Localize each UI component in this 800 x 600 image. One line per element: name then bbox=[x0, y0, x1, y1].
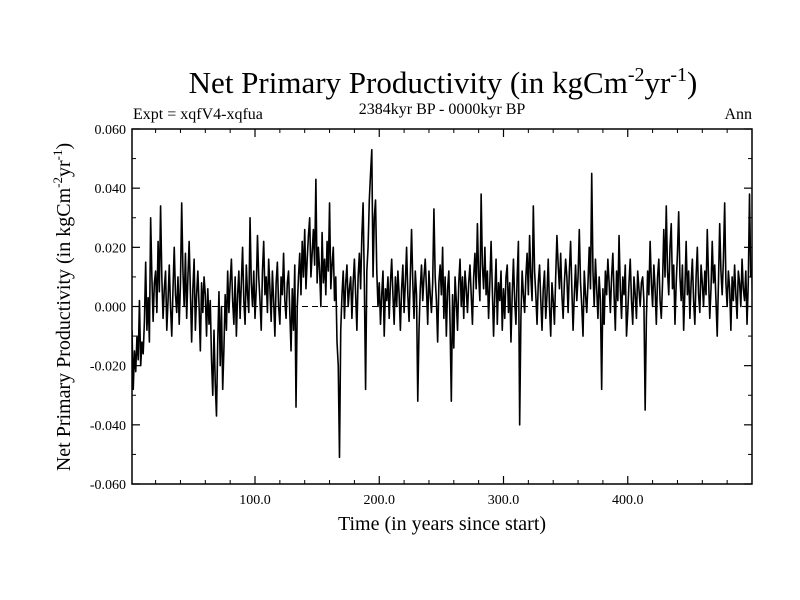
subtitle-season: Ann bbox=[724, 106, 752, 123]
x-axis-ticks: 100.0 200.0 300.0 400.0 bbox=[155, 129, 728, 508]
npp-series-line bbox=[132, 148, 752, 459]
x-tick-label: 300.0 bbox=[488, 493, 520, 508]
y-tick-label: 0.060 bbox=[95, 123, 127, 138]
y-axis-label-main: Net Primary Productivity (in kgCm bbox=[53, 187, 75, 471]
y-tick-label: -0.060 bbox=[90, 478, 126, 493]
y-axis-label-sup1: -2 bbox=[50, 177, 65, 188]
chart-title-sup1: -2 bbox=[628, 64, 645, 86]
y-axis-ticks: -0.060 -0.040 -0.020 0.000 0.020 0.040 0.060 bbox=[90, 123, 752, 493]
y-axis-label-mid: yr bbox=[53, 160, 75, 177]
y-tick-label: 0.040 bbox=[95, 182, 127, 197]
y-axis-label-sup2: -1 bbox=[50, 150, 65, 161]
subtitle-period: 2384kyr BP - 0000kyr BP bbox=[359, 101, 526, 118]
y-tick-label: -0.040 bbox=[90, 419, 126, 434]
series-group bbox=[132, 148, 752, 459]
chart-title-mid: yr bbox=[644, 65, 671, 100]
x-tick-label: 400.0 bbox=[612, 493, 644, 508]
x-tick-label: 100.0 bbox=[239, 493, 271, 508]
x-tick-label: 200.0 bbox=[364, 493, 396, 508]
subtitle-experiment: Expt = xqfV4-xqfua bbox=[133, 106, 263, 123]
y-tick-label: 0.020 bbox=[95, 241, 127, 256]
y-axis-label: Net Primary Productivity (in kgCm-2yr-1) bbox=[50, 143, 75, 471]
x-axis-label: Time (in years since start) bbox=[338, 513, 546, 535]
y-axis-label-end: ) bbox=[53, 143, 75, 150]
chart-title: Net Primary Productivity (in kgCm-2yr-1) bbox=[189, 64, 698, 100]
y-tick-label: 0.000 bbox=[95, 301, 127, 316]
y-tick-label: -0.020 bbox=[90, 360, 126, 375]
plot-frame bbox=[131, 128, 753, 485]
chart-title-main: Net Primary Productivity (in kgCm bbox=[189, 65, 628, 100]
chart-title-sup2: -1 bbox=[670, 64, 687, 86]
chart-title-end: ) bbox=[687, 65, 697, 100]
